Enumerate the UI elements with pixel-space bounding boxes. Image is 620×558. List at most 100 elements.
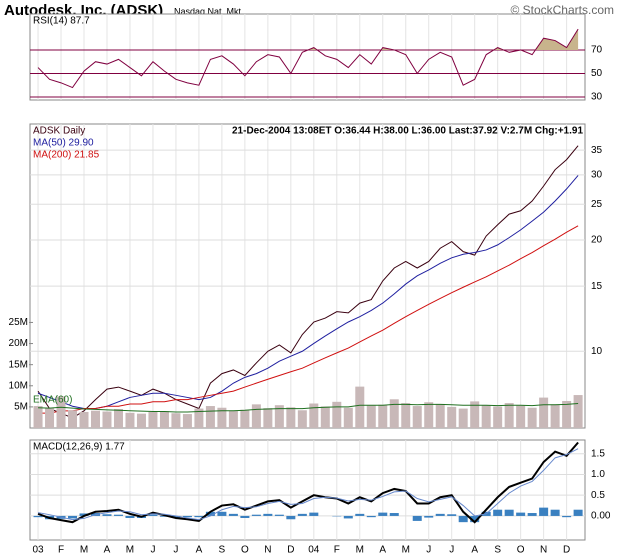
bar [113,514,123,516]
x-tick-label: A [196,545,203,556]
bar [470,515,480,523]
y-tick-label: 50 [591,68,603,79]
bar [562,400,572,428]
bar [550,509,560,516]
bar [458,515,468,523]
bar [389,513,399,516]
bar [573,509,583,516]
y2-tick-label: 10M [9,380,28,391]
bar [481,405,491,428]
x-tick-label: 03 [32,545,44,556]
bar [251,514,261,516]
bar [182,414,192,428]
bar [263,408,273,428]
y-tick-label: 1.5 [591,448,605,459]
bar [343,515,353,519]
x-tick-label: J [449,545,454,556]
bar [412,406,422,428]
bar [79,411,89,428]
x-tick-label: F [334,545,340,556]
bar [562,515,572,518]
bar [389,399,399,428]
x-tick-label: D [287,545,294,556]
plot-area [30,124,585,428]
bar [228,513,238,516]
bar [355,513,365,516]
bar [504,403,514,428]
bar [378,512,388,516]
bar [297,410,307,428]
bar [424,402,434,428]
bar [171,515,181,519]
exchange: Nasdaq Nat. Mkt. [174,6,244,16]
bar [217,511,227,516]
bar [240,515,250,519]
bar [539,397,549,428]
bar [366,515,376,518]
series-line [37,28,579,89]
y2-tick-label: 5M [14,402,28,413]
x-tick-label: 04 [308,545,320,556]
bar [90,410,100,428]
y-tick-label: 30 [591,170,603,181]
bar [355,386,365,428]
bar [573,395,583,428]
x-tick-label: M [126,545,134,556]
bar [550,404,560,428]
bar [205,511,215,516]
x-tick-label: J [426,545,431,556]
bar [412,515,422,521]
bar [320,406,330,428]
bar [113,409,123,428]
bar [45,407,55,428]
x-tick-label: J [150,545,155,556]
bar [79,513,89,516]
bar [274,405,284,428]
y-tick-label: 1.0 [591,469,605,480]
bar [171,413,181,428]
bar [33,515,43,518]
legend-entry: ADSK Daily [33,126,85,137]
bar [68,515,78,519]
price-panel [29,123,586,429]
bar [447,406,457,428]
bar [527,407,537,428]
plot-area [30,14,585,100]
bar [435,513,445,516]
bar [159,411,169,428]
x-tick-label: M [80,545,88,556]
x-tick-label: A [104,545,111,556]
bar [539,507,549,516]
series-line [37,175,579,410]
y2-tick-label: 15M [9,359,28,370]
y-tick-label: 25 [591,199,603,210]
bar [286,515,296,520]
x-tick-label: A [379,545,386,556]
series-line [37,448,579,521]
bar [194,408,204,428]
series-line [38,403,579,413]
x-tick-label: S [494,545,501,556]
bar [527,513,537,516]
bar [458,408,468,428]
bar [401,403,411,428]
x-tick-label: O [241,545,249,556]
y-tick-label: 0.5 [591,490,605,501]
y-tick-label: 20 [591,235,603,246]
y2-tick-label: 20M [9,338,28,349]
bar [68,410,78,428]
y-tick-label: 10 [591,346,603,357]
x-tick-label: S [219,545,226,556]
series-line [38,225,579,414]
bar [504,509,514,516]
bar [274,514,284,516]
series-line [37,145,579,419]
y-tick-label: 0.00 [591,511,611,522]
bar [217,407,227,428]
bar [447,514,457,516]
legend-entry: MA(200) 21.85 [33,150,100,161]
macd-panel [29,439,586,541]
bar [148,411,158,428]
bar [148,514,158,516]
